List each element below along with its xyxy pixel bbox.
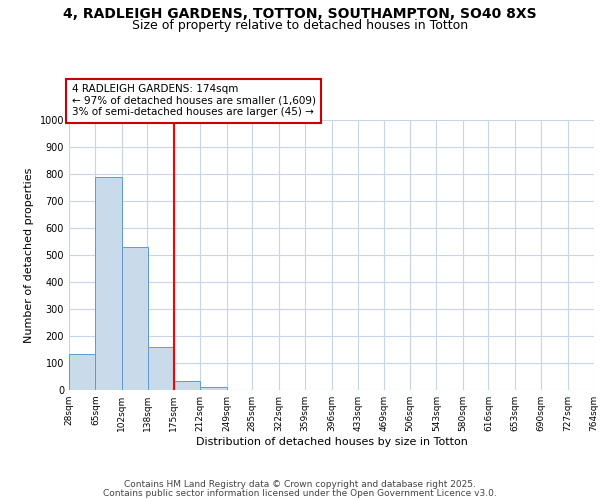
Bar [200,388,227,390]
Bar [95,176,122,390]
X-axis label: Distribution of detached houses by size in Totton: Distribution of detached houses by size … [196,437,467,447]
Bar [69,354,95,390]
Text: 4 RADLEIGH GARDENS: 174sqm
← 97% of detached houses are smaller (1,609)
3% of se: 4 RADLEIGH GARDENS: 174sqm ← 97% of deta… [71,84,316,117]
Text: Contains public sector information licensed under the Open Government Licence v3: Contains public sector information licen… [103,489,497,498]
Bar [174,380,200,390]
Text: 4, RADLEIGH GARDENS, TOTTON, SOUTHAMPTON, SO40 8XS: 4, RADLEIGH GARDENS, TOTTON, SOUTHAMPTON… [63,8,537,22]
Text: Contains HM Land Registry data © Crown copyright and database right 2025.: Contains HM Land Registry data © Crown c… [124,480,476,489]
Text: Size of property relative to detached houses in Totton: Size of property relative to detached ho… [132,19,468,32]
Y-axis label: Number of detached properties: Number of detached properties [24,168,34,342]
Bar [148,347,174,390]
Bar [122,247,148,390]
